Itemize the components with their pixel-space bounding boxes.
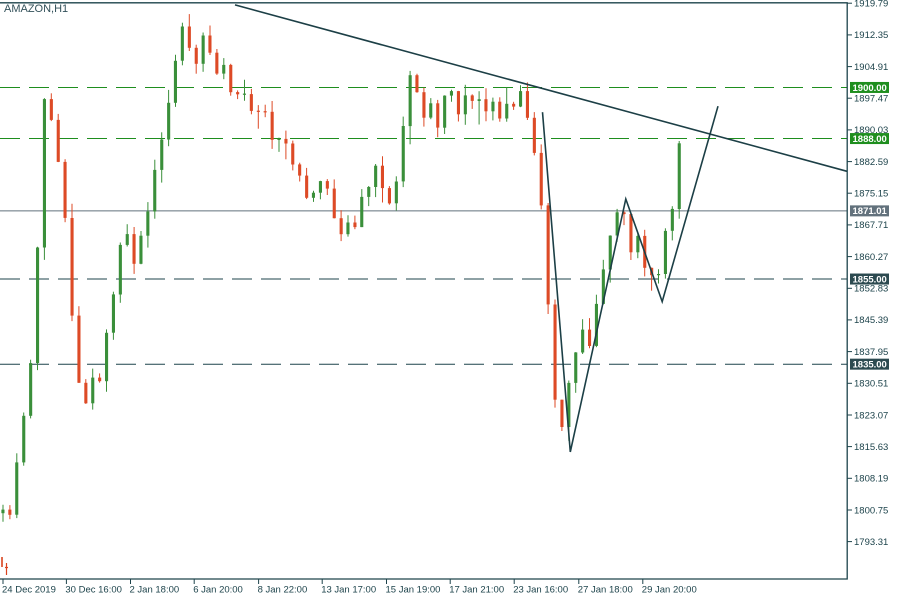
svg-text:1897.47: 1897.47 bbox=[854, 94, 888, 105]
svg-text:1900.00: 1900.00 bbox=[853, 83, 887, 94]
svg-text:1875.15: 1875.15 bbox=[854, 189, 888, 200]
svg-text:1830.51: 1830.51 bbox=[854, 379, 888, 390]
svg-text:1835.00: 1835.00 bbox=[853, 360, 887, 371]
svg-text:1888.00: 1888.00 bbox=[853, 134, 887, 145]
svg-text:2 Jan 18:00: 2 Jan 18:00 bbox=[130, 585, 180, 596]
svg-text:1837.95: 1837.95 bbox=[854, 347, 888, 358]
svg-text:1912.35: 1912.35 bbox=[854, 30, 888, 41]
svg-text:8 Jan 22:00: 8 Jan 22:00 bbox=[258, 585, 308, 596]
svg-text:1815.63: 1815.63 bbox=[854, 442, 888, 453]
svg-text:1855.00: 1855.00 bbox=[853, 274, 887, 285]
svg-text:1793.31: 1793.31 bbox=[854, 537, 888, 548]
svg-text:1867.71: 1867.71 bbox=[854, 220, 888, 231]
svg-text:1808.19: 1808.19 bbox=[854, 474, 888, 485]
svg-text:15 Jan 19:00: 15 Jan 19:00 bbox=[386, 585, 441, 596]
svg-text:6 Jan 20:00: 6 Jan 20:00 bbox=[193, 585, 243, 596]
svg-text:1823.07: 1823.07 bbox=[854, 410, 888, 421]
svg-text:1919.79: 1919.79 bbox=[854, 0, 888, 10]
svg-text:30 Dec 16:00: 30 Dec 16:00 bbox=[65, 585, 122, 596]
svg-text:1871.01: 1871.01 bbox=[853, 206, 888, 217]
svg-text:1800.75: 1800.75 bbox=[854, 505, 888, 516]
svg-text:17 Jan 21:00: 17 Jan 21:00 bbox=[449, 585, 504, 596]
svg-text:1882.59: 1882.59 bbox=[854, 157, 888, 168]
svg-text:1904.91: 1904.91 bbox=[854, 62, 888, 73]
svg-text:1860.27: 1860.27 bbox=[854, 252, 888, 263]
svg-text:1845.39: 1845.39 bbox=[854, 315, 888, 326]
svg-text:13 Jan 17:00: 13 Jan 17:00 bbox=[321, 585, 376, 596]
svg-text:27 Jan 18:00: 27 Jan 18:00 bbox=[578, 585, 633, 596]
svg-text:29 Jan 20:00: 29 Jan 20:00 bbox=[642, 585, 697, 596]
svg-text:23 Jan 16:00: 23 Jan 16:00 bbox=[513, 585, 568, 596]
svg-text:24 Dec 2019: 24 Dec 2019 bbox=[2, 585, 56, 596]
